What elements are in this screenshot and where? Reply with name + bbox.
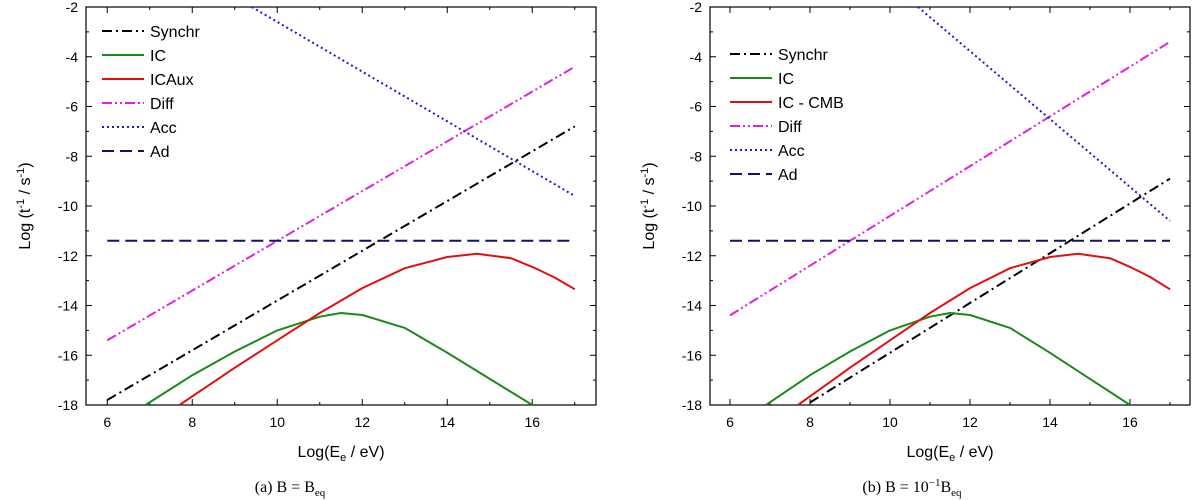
series-line-icaux (178, 252, 576, 405)
y-tick-label: -6 (66, 99, 79, 115)
legend-label: Diff (778, 119, 802, 136)
series-line-synchr (809, 177, 1171, 404)
x-tick-label: 8 (806, 414, 814, 430)
x-tick-label: 14 (439, 414, 455, 430)
y-tick-label: -12 (58, 248, 78, 264)
y-tick-label: -18 (58, 397, 78, 413)
legend-label: ICAux (150, 72, 194, 89)
y-tick-label: -10 (682, 198, 702, 214)
y-tick-label: -16 (58, 347, 78, 363)
legend-label: Ad (778, 167, 798, 184)
series-group (729, 7, 1171, 405)
x-tick-label: 6 (726, 414, 734, 430)
y-tick-label: -14 (58, 298, 78, 314)
x-tick-label: 10 (882, 414, 898, 430)
x-tick-label: 8 (188, 414, 196, 430)
x-tick-label: 12 (962, 414, 978, 430)
x-tick-label: 12 (354, 414, 370, 430)
legend: Synchr IC ICAux Diff Acc Ad (102, 24, 200, 161)
chart-panel-a: -18 -16 -14 -12 -10 -8 -6 -4 -2 6 8 10 12 14 16 Log(Ee … (15, 0, 597, 499)
y-tick-label: -2 (66, 0, 79, 15)
y-tick-label: -16 (682, 347, 702, 363)
chart-panel-b: -18 -16 -14 -12 -10 -8 -6 -4 -2 6 8 10 12 14 16 Log(Ee … (639, 0, 1191, 499)
series-line-acc (917, 7, 1171, 222)
legend-label: Ad (150, 144, 170, 161)
y-tick-label: -4 (690, 49, 703, 65)
series-line-diff (106, 65, 576, 342)
x-axis-title: Log(Ee / eV) (297, 444, 384, 464)
y-axis-title: Log (t-1 / s-1) (15, 162, 34, 249)
plot-frame (85, 6, 597, 406)
legend-label: Synchr (778, 47, 828, 64)
y-tick-label: -2 (690, 0, 703, 15)
y-tick-label: -14 (682, 298, 702, 314)
series-group (106, 7, 576, 405)
legend-label: IC (778, 71, 794, 88)
panel-caption: (b) B = 10−1Beq (862, 477, 962, 499)
y-axis-title: Log (t-1 / s-1) (639, 162, 658, 249)
legend: Synchr IC IC - CMB Diff Acc Ad (730, 47, 844, 184)
x-axis-title: Log(Ee / eV) (906, 444, 993, 464)
x-tick-label: 16 (1122, 414, 1138, 430)
series-line-acc (251, 7, 576, 197)
legend-label: Synchr (150, 24, 200, 41)
panel-caption: (a) B = Beq (255, 479, 326, 499)
legend-label: IC - CMB (778, 95, 844, 112)
series-line-synchr (106, 125, 576, 401)
y-tick-label: -4 (66, 49, 79, 65)
series-line-ic (765, 312, 1131, 405)
x-tick-label: 14 (1042, 414, 1058, 430)
legend-label: IC (150, 48, 166, 65)
plot-frame (709, 6, 1191, 406)
y-tick-label: -8 (66, 148, 79, 164)
y-tick-label: -6 (690, 99, 703, 115)
x-tick-label: 10 (269, 414, 285, 430)
y-tick-label: -18 (682, 397, 702, 413)
y-tick-label: -8 (690, 148, 703, 164)
x-tick-label: 16 (524, 414, 540, 430)
y-tick-label: -10 (58, 198, 78, 214)
legend-label: Acc (150, 120, 177, 137)
series-line-ic-cmb (797, 252, 1171, 405)
x-tick-label: 6 (103, 414, 111, 430)
y-tick-label: -12 (682, 248, 702, 264)
series-line-ic (144, 312, 533, 405)
legend-label: Diff (150, 96, 174, 113)
legend-label: Acc (778, 143, 805, 160)
series-line-diff (729, 40, 1171, 317)
